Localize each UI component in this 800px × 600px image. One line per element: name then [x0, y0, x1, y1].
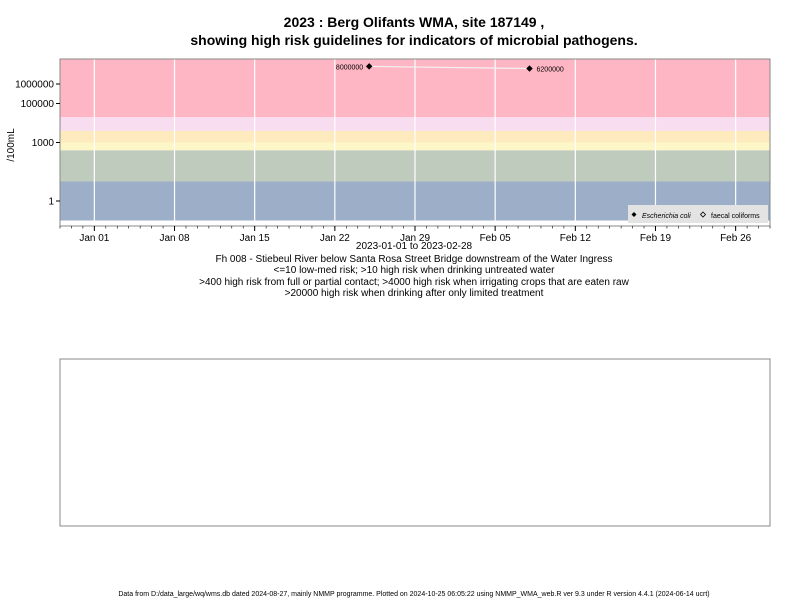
data-label: 8000000 — [336, 64, 363, 71]
legend-label-faecal: faecal coliforms — [711, 213, 760, 220]
x-tick-label: Jan 15 — [240, 233, 270, 244]
x-axis: Jan 01 Jan 08 Jan 15 Jan 22 Jan 29 Feb 05 Feb … — [59, 226, 771, 244]
x-tick-label: Jan 08 — [160, 233, 190, 244]
y-tick-label: 100000 — [21, 99, 55, 110]
y-axis: 1 1000 100000 1000000 — [15, 80, 60, 208]
legend-marker-ecoli — [631, 212, 637, 217]
data-points: 8000000 6200000 — [336, 63, 564, 74]
x-tick-label: Jan 29 — [400, 233, 430, 244]
subtitle-line: >400 high risk from full or partial cont… — [199, 277, 629, 288]
footer: Data from D:/data_large/wq/wms.db dated … — [118, 591, 709, 598]
legend-marker-faecal — [699, 211, 707, 218]
x-tick-label: Feb 05 — [480, 233, 512, 244]
grid — [93, 59, 737, 226]
y-tick-label: 1 — [48, 197, 54, 208]
legend: Escherichia coli faecal coliforms — [628, 205, 768, 223]
empty-panel — [59, 358, 771, 527]
data-point — [365, 63, 373, 70]
x-axis-label: 2023-01-01 to 2023-02-28 — [356, 241, 473, 252]
legend-box — [628, 205, 768, 223]
x-tick-label: Feb 12 — [560, 233, 592, 244]
x-tick-label: Feb 19 — [640, 233, 672, 244]
y-tick-label: 1000000 — [15, 80, 54, 91]
series-connector — [369, 65, 530, 70]
subtitle-line: >20000 high risk when drinking after onl… — [285, 288, 544, 299]
x-tick-label: Jan 22 — [320, 233, 350, 244]
chart-title: 2023 : Berg Olifants WMA, site 187149 , — [284, 14, 545, 30]
chart-title-2: showing high risk guidelines for indicat… — [190, 32, 637, 48]
x-tick-label: Jan 01 — [79, 233, 109, 244]
subtitle-line: Fh 008 - Stiebeul River below Santa Rosa… — [215, 254, 612, 265]
data-label: 6200000 — [537, 67, 564, 74]
y-tick-label: 1000 — [32, 138, 55, 149]
legend-label-ecoli: Escherichia coli — [642, 213, 691, 220]
y-axis-label: /100mL — [6, 128, 17, 162]
subtitle-line: <=10 low-med risk; >10 high risk when dr… — [274, 265, 556, 276]
x-tick-label: Feb 26 — [720, 233, 752, 244]
data-point — [526, 65, 533, 72]
series-line — [369, 65, 530, 70]
